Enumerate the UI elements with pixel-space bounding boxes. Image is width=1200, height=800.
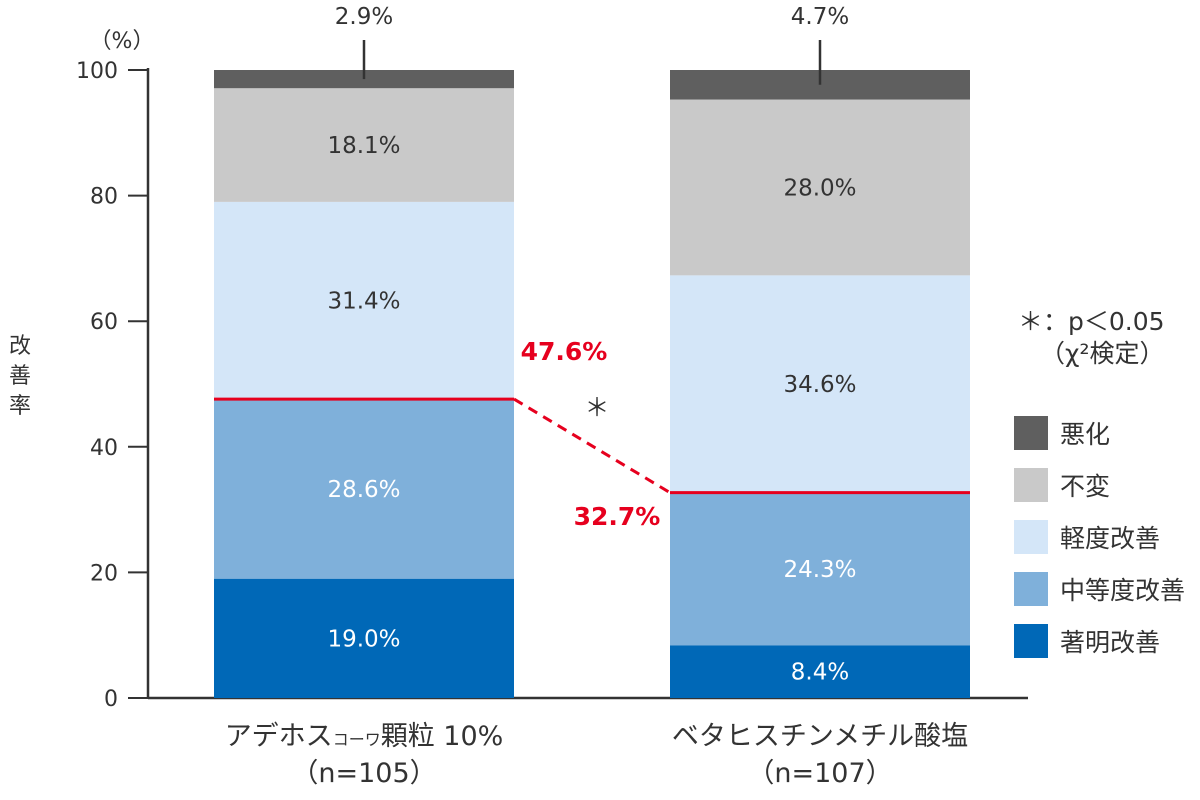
- bar-data-label: 4.7%: [791, 4, 849, 30]
- bar-data-label: 28.0%: [783, 175, 856, 201]
- legend-label: 中等度改善: [1060, 576, 1185, 605]
- category-name-sub: コーワ: [333, 730, 381, 749]
- legend-label: 不変: [1060, 472, 1110, 501]
- improvement-rate-group: 47.6% 32.7% ＊: [214, 337, 970, 531]
- bar-segment: [670, 99, 970, 276]
- y-tick-label: 20: [90, 561, 118, 586]
- bar-data-label: 28.6%: [327, 477, 400, 503]
- y-tick-label: 60: [90, 310, 118, 335]
- category-name-main: ベタヒスチンメチル酸塩: [672, 721, 968, 752]
- test-note: （χ²検定）: [1040, 339, 1164, 368]
- legend-swatch: [1014, 624, 1048, 658]
- bar-segment: [670, 645, 970, 698]
- y-unit-label: （%）: [90, 29, 155, 54]
- legend-label: 悪化: [1060, 420, 1110, 449]
- bar-segment: [670, 492, 970, 646]
- bar-data-label: 2.9%: [335, 4, 393, 30]
- bar-data-label: 8.4%: [791, 660, 849, 686]
- bar-segment: [214, 399, 514, 579]
- legend-label: 軽度改善: [1060, 524, 1160, 553]
- category-name-main: アデホス: [225, 721, 333, 752]
- bar-segment: [214, 201, 514, 400]
- y-tick-label: 40: [90, 436, 118, 461]
- y-tick-label: 80: [90, 185, 118, 210]
- bar-data-label: 34.6%: [783, 372, 856, 398]
- category-n-label: （n=107）: [747, 758, 892, 789]
- improvement-label: 32.7%: [574, 502, 661, 531]
- bar-data-label: 24.3%: [783, 557, 856, 583]
- category-label: ベタヒスチンメチル酸塩: [672, 721, 968, 752]
- category-labels-group: アデホスコーワ顆粒 10% （n=105） ベタヒスチンメチル酸塩 （n=107）: [225, 721, 968, 789]
- bar-segment: [214, 88, 514, 202]
- bar-data-label: 31.4%: [327, 288, 400, 314]
- bar-data-label: 19.0%: [327, 626, 400, 652]
- category-n-label: （n=105）: [291, 758, 436, 789]
- category-label: アデホスコーワ顆粒 10%: [225, 721, 504, 752]
- significance-marker: ＊: [584, 393, 609, 422]
- y-tick-label: 100: [76, 59, 118, 84]
- legend-swatch: [1014, 468, 1048, 502]
- y-axis-title-char: 率: [9, 394, 31, 419]
- improvement-connector: [513, 397, 671, 494]
- legend-label: 著明改善: [1060, 628, 1160, 657]
- legend-swatch: [1014, 520, 1048, 554]
- bar-segment: [214, 578, 514, 698]
- improvement-label: 47.6%: [521, 337, 608, 366]
- bar-data-label: 18.1%: [327, 133, 400, 159]
- bars-group: 19.0% 28.6% 31.4% 18.1% 2.9% 8.4% 24.3% 34.6% 28…: [214, 4, 970, 698]
- legend-swatch: [1014, 572, 1048, 606]
- significance-note: ＊：p＜0.05: [1018, 307, 1165, 336]
- bar-segment: [670, 275, 970, 493]
- y-axis-title-char: 改: [9, 334, 31, 359]
- y-axis-title-char: 善: [9, 364, 31, 389]
- category-name-tail: 顆粒 10%: [381, 721, 504, 752]
- y-tick-label: 0: [104, 687, 118, 712]
- legend-swatch: [1014, 416, 1048, 450]
